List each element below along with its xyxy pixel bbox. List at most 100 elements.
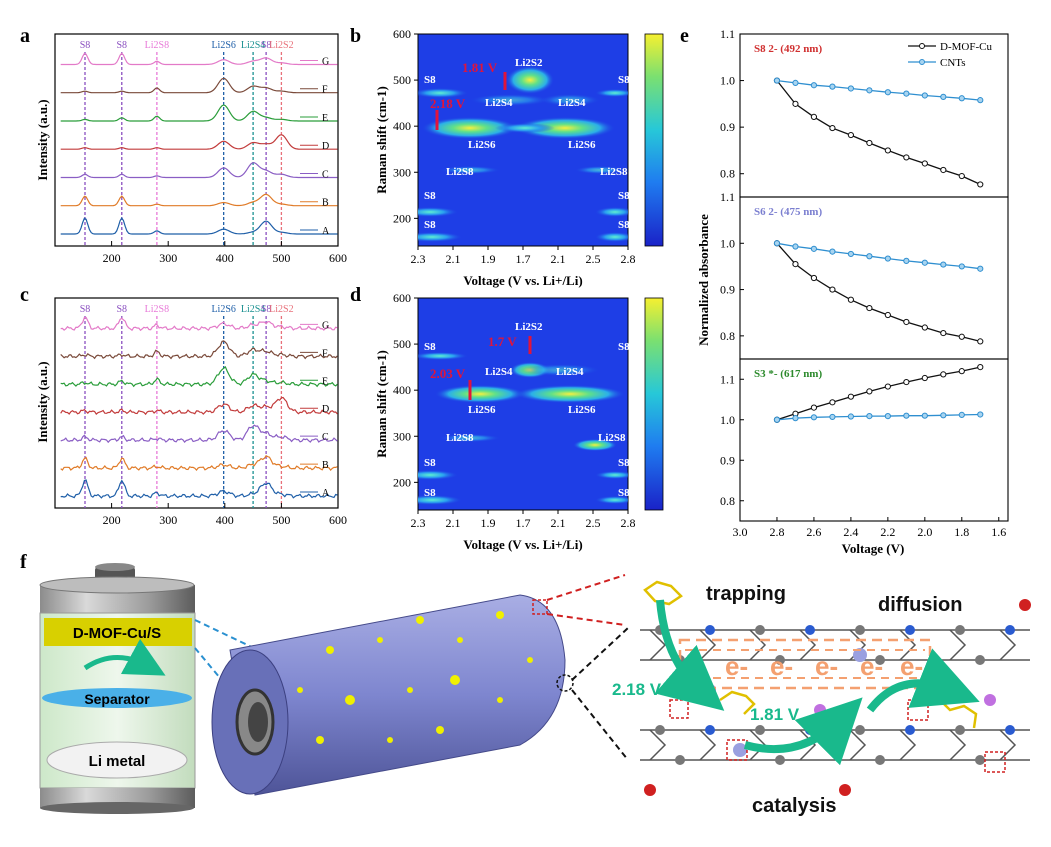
raman-label: Li2S4 — [485, 97, 513, 109]
series-line-dmof — [776, 242, 981, 343]
data-point — [829, 286, 836, 293]
data-point — [977, 338, 984, 345]
raman-label: Li2S8 — [446, 166, 474, 178]
y-tick-label: 1.0 — [720, 74, 735, 88]
data-point — [884, 383, 891, 390]
data-point — [792, 100, 799, 107]
raman-label: Li2S8 — [600, 166, 628, 178]
ylabel-a: Intensity (a.u.) — [35, 99, 50, 180]
spectrum-curve-G — [60, 316, 338, 332]
spectrum-curve-F — [60, 77, 338, 94]
y-tick-label: 300 — [393, 429, 411, 443]
data-point — [940, 371, 947, 378]
data-point — [866, 388, 873, 395]
data-point — [977, 181, 984, 188]
y-tick-label: 1.1 — [720, 190, 735, 204]
raman-panel-b: S8 S8 Li2S2 Li2S4 Li2S4 Li2S6 Li2S6 Li2S… — [374, 27, 664, 288]
peak-label: Li2S6 — [211, 40, 235, 51]
raman-label: Li2S4 — [485, 366, 513, 378]
data-point — [847, 393, 854, 400]
raman-label: S8 — [424, 341, 436, 353]
colorbar-b — [644, 33, 664, 247]
spectrum-curve-E — [60, 104, 338, 122]
data-point — [884, 311, 891, 319]
series-line-dmof — [776, 80, 981, 185]
y-tick-label: 1.0 — [720, 236, 735, 250]
x-tick-label: 2.1 — [551, 252, 566, 266]
data-point — [940, 166, 947, 174]
y-tick-label: 0.8 — [720, 167, 735, 181]
voltage-label-2: 1.81 V — [750, 705, 800, 724]
y-tick-label: 600 — [393, 291, 411, 305]
raman-label: Li2S6 — [468, 139, 496, 151]
diffusion-label: diffusion — [878, 594, 962, 616]
data-point — [884, 147, 891, 154]
trapping-label: trapping — [706, 583, 786, 605]
y-tick-label: 400 — [393, 119, 411, 133]
data-point — [977, 411, 984, 418]
data-point — [773, 240, 781, 247]
x-tick-label: 2.0 — [917, 525, 932, 539]
x-tick-label: 600 — [329, 251, 347, 265]
absorbance-panel-e: Normalized absorbance Voltage (V) 0.8 0.9… — [696, 27, 1009, 556]
x-tick-label: 600 — [329, 513, 347, 527]
subplot-label: S6 2- (475 nm) — [754, 206, 822, 218]
y-tick-label: 0.8 — [720, 329, 735, 343]
curve-label: B — [322, 198, 329, 209]
curve-label: A — [322, 488, 330, 499]
raman-label: S8 — [618, 190, 630, 202]
x-tick-label: 3.0 — [733, 525, 748, 539]
voltage-mark-d1: 1.7 V — [488, 334, 517, 349]
x-tick-label: 2.4 — [843, 525, 858, 539]
data-point — [810, 245, 818, 252]
x-tick-label: 2.1 — [551, 516, 566, 530]
data-point — [903, 90, 910, 97]
series-line-dmof — [776, 366, 981, 421]
x-tick-label: 1.6 — [991, 525, 1006, 539]
y-tick-label: 0.9 — [720, 453, 735, 467]
data-point — [847, 413, 854, 420]
data-point — [810, 404, 818, 411]
x-tick-label: 2.8 — [621, 516, 636, 530]
raman-panel-d: S8 S8 Li2S2 Li2S4 Li2S4 Li2S6 Li2S6 Li2S… — [374, 291, 664, 552]
electron-label: e- — [770, 651, 793, 681]
data-point — [884, 255, 891, 262]
curve-label: A — [322, 226, 330, 237]
spectrum-curve-B — [60, 193, 338, 207]
raman-label: S8 — [424, 219, 436, 231]
x-tick-label: 1.7 — [516, 252, 531, 266]
raman-label: Li2S2 — [515, 57, 543, 69]
raman-label: S8 — [618, 487, 630, 499]
spectrum-curve-A — [60, 216, 338, 235]
electron-label: e- — [900, 651, 923, 681]
raman-label: S8 — [618, 341, 630, 353]
data-point — [792, 243, 799, 250]
x-tick-label: 1.9 — [481, 516, 496, 530]
x-tick-label: 300 — [159, 251, 177, 265]
subplot-label: S3 *- (617 nm) — [754, 368, 822, 380]
data-point — [977, 97, 984, 104]
curve-label: D — [322, 404, 329, 415]
data-point — [792, 261, 799, 268]
panel-letter-d: d — [350, 284, 361, 306]
subplot-frame — [739, 358, 1009, 522]
data-point — [773, 77, 781, 84]
ylabel-e: Normalized absorbance — [696, 214, 711, 346]
curve-label: E — [322, 376, 328, 387]
peak-label: Li2S8 — [145, 40, 169, 51]
subplot-frame — [739, 196, 1009, 360]
peak-label: Li2S4 — [241, 304, 265, 315]
electron-label: e- — [725, 651, 748, 681]
data-point — [940, 93, 947, 100]
colorbar-d — [644, 297, 664, 511]
x-tick-label: 400 — [216, 251, 234, 265]
x-tick-label: 200 — [103, 251, 121, 265]
raman-label: Li2S2 — [515, 321, 543, 333]
data-point — [921, 412, 928, 419]
spectrum-curve-D — [60, 134, 338, 150]
raman-label: Li2S4 — [556, 366, 584, 378]
spectrum-curve-C — [60, 162, 338, 179]
x-tick-label: 1.8 — [954, 525, 969, 539]
curve-label: G — [322, 320, 329, 331]
